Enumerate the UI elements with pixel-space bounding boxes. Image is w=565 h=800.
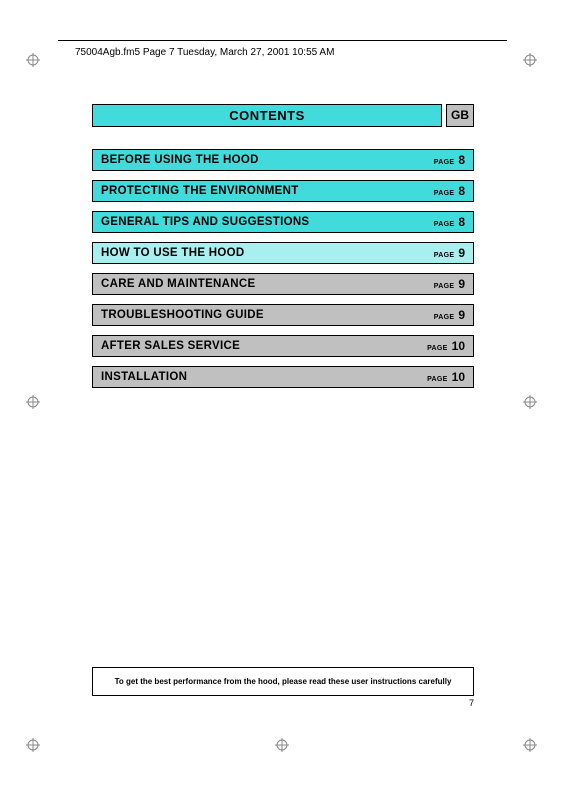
contents-area: CONTENTS GB BEFORE USING THE HOODPAGE8PR…	[92, 104, 474, 397]
page-num: 10	[452, 370, 465, 384]
toc-row-title: GENERAL TIPS AND SUGGESTIONS	[101, 216, 309, 228]
toc-row: GENERAL TIPS AND SUGGESTIONS PAGE8	[92, 211, 474, 233]
toc-row-page: PAGE8	[434, 153, 465, 167]
toc-row-page: PAGE8	[434, 184, 465, 198]
toc-row-page: PAGE9	[434, 308, 465, 322]
page-num: 9	[458, 308, 465, 322]
crop-mark-icon	[523, 738, 537, 752]
page-num: 8	[458, 184, 465, 198]
toc-row-page: PAGE9	[434, 277, 465, 291]
crop-mark-icon	[26, 738, 40, 752]
contents-title: CONTENTS	[92, 104, 442, 127]
toc-row-page: PAGE 10	[427, 339, 465, 353]
page-num: 8	[458, 215, 465, 229]
toc-row: INSTALLATION PAGE 10	[92, 366, 474, 388]
page-label: PAGE	[434, 314, 455, 321]
page-number: 7	[92, 698, 474, 708]
page-num: 8	[458, 153, 465, 167]
toc-row: BEFORE USING THE HOOD PAGE8	[92, 149, 474, 171]
page-num: 10	[452, 339, 465, 353]
footer-note: To get the best performance from the hoo…	[92, 667, 474, 696]
toc-row-page: PAGE 10	[427, 370, 465, 384]
page-label: PAGE	[434, 252, 455, 259]
crop-mark-icon	[275, 738, 289, 752]
crop-mark-icon	[26, 395, 40, 409]
toc-row-title: PROTECTING THE ENVIRONMENT	[101, 185, 299, 197]
header-rule	[58, 40, 507, 41]
crop-mark-icon	[523, 53, 537, 67]
page-label: PAGE	[434, 221, 455, 228]
toc-row: TROUBLESHOOTING GUIDE PAGE9	[92, 304, 474, 326]
toc-row-title: TROUBLESHOOTING GUIDE	[101, 309, 264, 321]
toc-row-page: PAGE9	[434, 246, 465, 260]
page-num: 9	[458, 246, 465, 260]
toc-row: AFTER SALES SERVICE PAGE 10	[92, 335, 474, 357]
language-badge: GB	[446, 104, 474, 127]
page-label: PAGE	[434, 283, 455, 290]
header-text: 75004Agb.fm5 Page 7 Tuesday, March 27, 2…	[75, 47, 334, 58]
page-label: PAGE	[434, 159, 455, 166]
page-label: PAGE	[427, 376, 448, 383]
toc-row: HOW TO USE THE HOOD PAGE9	[92, 242, 474, 264]
page-num: 9	[458, 277, 465, 291]
toc-row-title: INSTALLATION	[101, 371, 187, 383]
toc-row: PROTECTING THE ENVIRONMENT PAGE8	[92, 180, 474, 202]
crop-mark-icon	[26, 53, 40, 67]
toc-row-title: HOW TO USE THE HOOD	[101, 247, 245, 259]
page-label: PAGE	[434, 190, 455, 197]
toc-row-page: PAGE8	[434, 215, 465, 229]
toc-list: BEFORE USING THE HOODPAGE8PROTECTING THE…	[92, 149, 474, 388]
toc-row-title: CARE AND MAINTENANCE	[101, 278, 255, 290]
page-label: PAGE	[427, 345, 448, 352]
toc-row: CARE AND MAINTENANCE PAGE9	[92, 273, 474, 295]
crop-mark-icon	[523, 395, 537, 409]
title-row: CONTENTS GB	[92, 104, 474, 127]
toc-row-title: AFTER SALES SERVICE	[101, 340, 240, 352]
toc-row-title: BEFORE USING THE HOOD	[101, 154, 259, 166]
